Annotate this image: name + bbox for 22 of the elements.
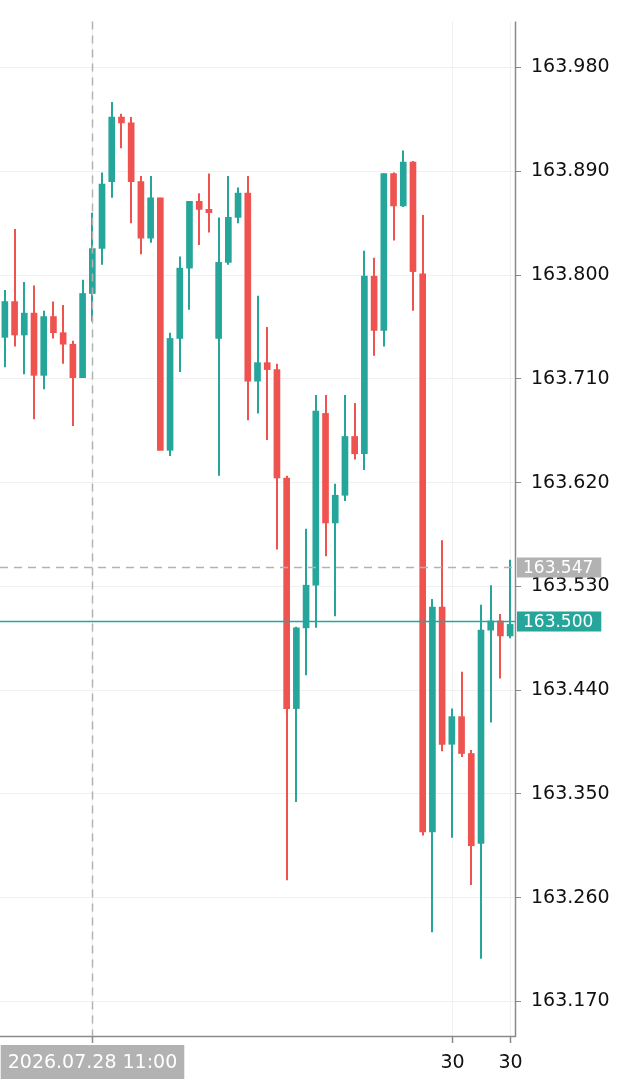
y-tick-label: 163.260 xyxy=(531,884,610,907)
ref-line-label: 163.500 xyxy=(523,610,594,631)
candlestick xyxy=(20,280,28,376)
x-tick-label: 30 xyxy=(498,1049,523,1072)
y-tick-label: 163.440 xyxy=(531,677,610,700)
y-tick-label: 163.170 xyxy=(531,988,610,1011)
candlestick xyxy=(497,613,504,680)
y-tick-label: 163.890 xyxy=(531,158,610,181)
y-tick-label: 163.350 xyxy=(531,780,610,803)
candlestick xyxy=(263,325,271,441)
candlestick xyxy=(351,402,358,461)
y-tick-label: 163.710 xyxy=(531,365,610,388)
y-tick-label: 163.800 xyxy=(531,261,610,284)
candlestick xyxy=(118,112,125,150)
candlestick xyxy=(254,294,261,415)
x-tick-label: 2026.07.28 11:00 xyxy=(7,1049,178,1072)
candlestick xyxy=(195,192,203,247)
x-tick-label: 30 xyxy=(440,1049,465,1072)
y-tick-label: 163.980 xyxy=(531,54,610,77)
candlestick xyxy=(59,304,67,365)
candlestick xyxy=(50,300,57,340)
y-tick-label: 163.620 xyxy=(531,469,610,492)
